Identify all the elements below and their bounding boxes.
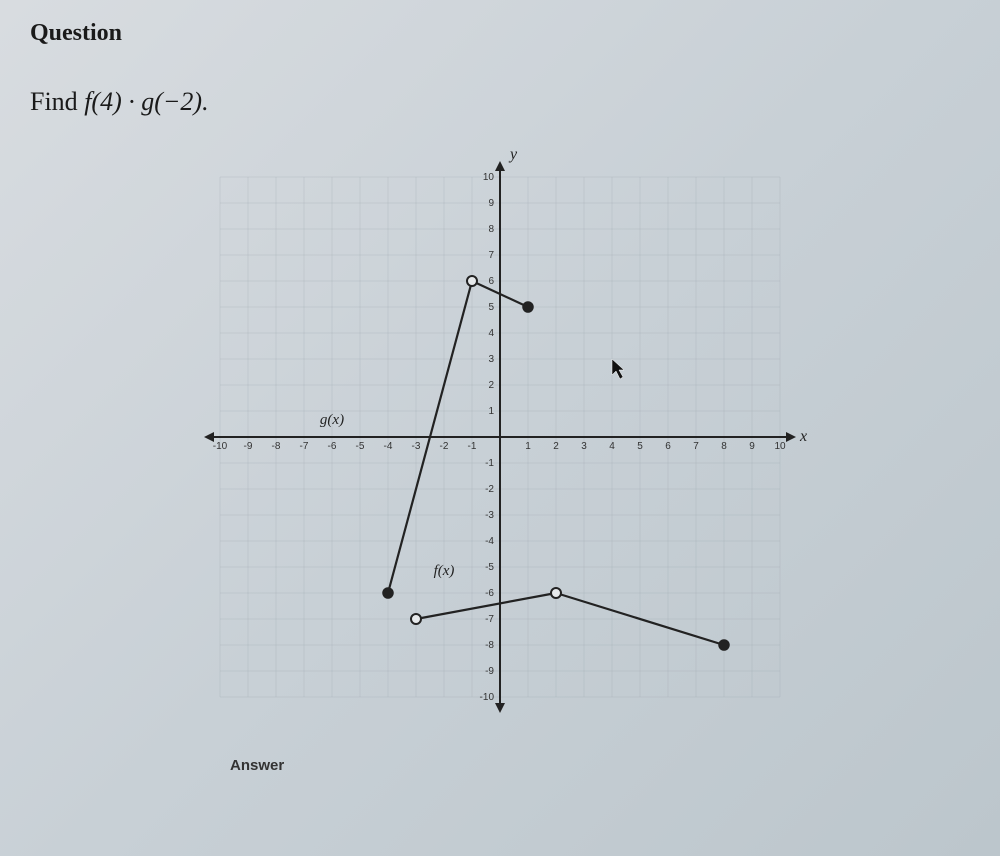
svg-text:x: x xyxy=(799,428,807,445)
svg-text:7: 7 xyxy=(488,250,494,261)
svg-text:4: 4 xyxy=(609,441,615,452)
svg-text:4: 4 xyxy=(488,328,494,339)
svg-text:-6: -6 xyxy=(485,588,494,599)
question-prompt: Find f(4) · g(−2). xyxy=(30,87,970,117)
question-heading: Question xyxy=(30,20,970,47)
svg-text:-4: -4 xyxy=(485,536,494,547)
svg-text:g(x): g(x) xyxy=(320,412,344,428)
graph-container: -10 -9 -8 -7 -6 -5 -4 -3 -2 -1 1 2 3 4 5 6 7 8 9 10 -10 -9 -8 -… xyxy=(30,147,970,727)
svg-text:y: y xyxy=(508,147,518,163)
svg-text:-3: -3 xyxy=(485,510,494,521)
svg-text:-9: -9 xyxy=(485,666,494,677)
cursor-icon xyxy=(612,359,624,379)
svg-text:10: 10 xyxy=(774,441,786,452)
prompt-prefix: Find xyxy=(30,87,84,116)
svg-text:2: 2 xyxy=(488,380,494,391)
svg-text:-7: -7 xyxy=(485,614,494,625)
svg-text:9: 9 xyxy=(488,198,494,209)
svg-text:-1: -1 xyxy=(468,441,477,452)
svg-text:-5: -5 xyxy=(356,441,365,452)
svg-text:-8: -8 xyxy=(485,640,494,651)
svg-text:9: 9 xyxy=(749,441,755,452)
svg-text:1: 1 xyxy=(525,441,531,452)
answer-section: Answer xyxy=(30,757,970,775)
svg-text:-2: -2 xyxy=(440,441,449,452)
prompt-math: f(4) · g(−2). xyxy=(84,87,208,116)
svg-text:6: 6 xyxy=(488,276,494,287)
svg-text:-9: -9 xyxy=(244,441,253,452)
svg-text:-4: -4 xyxy=(384,441,393,452)
svg-text:f(x): f(x) xyxy=(434,563,455,579)
svg-text:1: 1 xyxy=(488,406,494,417)
svg-text:7: 7 xyxy=(693,441,699,452)
svg-text:5: 5 xyxy=(637,441,643,452)
svg-text:-5: -5 xyxy=(485,562,494,573)
svg-text:-6: -6 xyxy=(328,441,337,452)
svg-text:3: 3 xyxy=(581,441,587,452)
svg-text:2: 2 xyxy=(553,441,559,452)
svg-text:-10: -10 xyxy=(480,692,495,703)
svg-text:-8: -8 xyxy=(272,441,281,452)
svg-text:-3: -3 xyxy=(412,441,421,452)
svg-text:10: 10 xyxy=(483,172,495,183)
answer-label: Answer xyxy=(230,757,284,774)
svg-text:-1: -1 xyxy=(485,458,494,469)
coordinate-graph: -10 -9 -8 -7 -6 -5 -4 -3 -2 -1 1 2 3 4 5 6 7 8 9 10 -10 -9 -8 -… xyxy=(190,147,810,727)
svg-text:6: 6 xyxy=(665,441,671,452)
svg-text:8: 8 xyxy=(488,224,494,235)
svg-text:3: 3 xyxy=(488,354,494,365)
svg-text:5: 5 xyxy=(488,302,494,313)
svg-text:-2: -2 xyxy=(485,484,494,495)
svg-text:8: 8 xyxy=(721,441,727,452)
svg-text:-10: -10 xyxy=(213,441,228,452)
svg-text:-7: -7 xyxy=(300,441,309,452)
